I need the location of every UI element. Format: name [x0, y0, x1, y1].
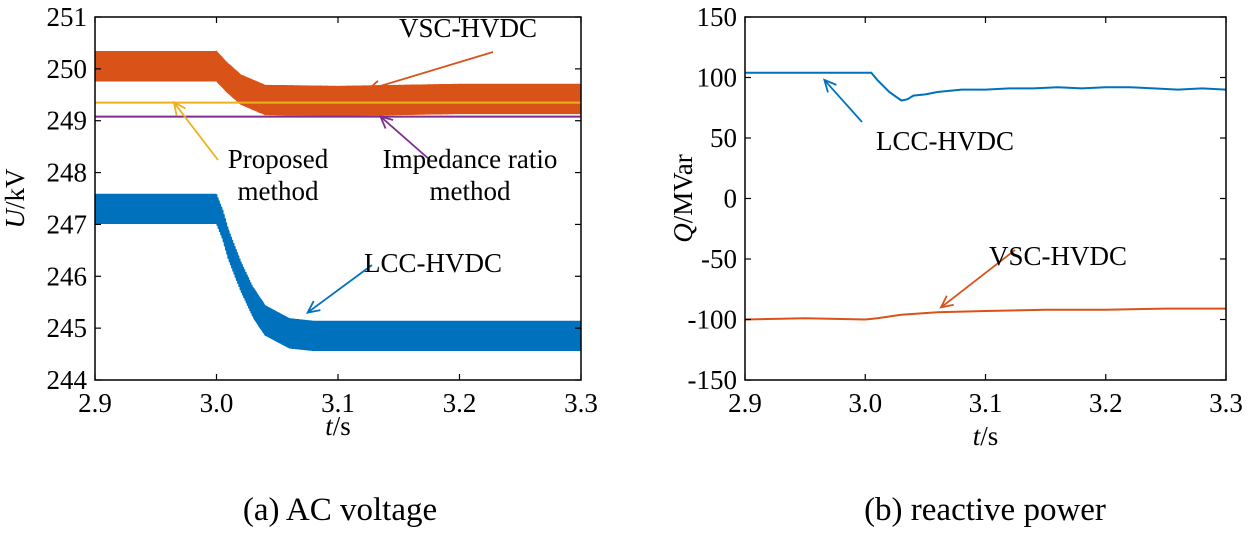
- series-line-vsc-hvdc: [745, 307, 1226, 321]
- y-tick-label: 249: [47, 106, 88, 136]
- y-tick-label: 250: [47, 54, 88, 84]
- y-tick-label: 246: [47, 261, 88, 291]
- panel-ac-voltage: 2.9 3.0 3.1 3.2 3.3 244 245 246 247 248 249 250 251 t…: [0, 2, 598, 528]
- annotation-label: VSC-HVDC: [399, 13, 537, 43]
- y-axis-label: U/kV: [0, 168, 30, 229]
- annotation-label: method: [238, 176, 319, 206]
- panel-reactive-power: 2.9 3.0 3.1 3.2 3.3 -150 -100 -50 0 50 100 150 t/s Q/…: [668, 2, 1243, 528]
- annotation-label: LCC-HVDC: [364, 248, 502, 278]
- x-tick-label: 2.9: [78, 388, 112, 418]
- annotation-arrow: [173, 102, 219, 161]
- plot-area: [745, 71, 1226, 321]
- annotation-label: method: [430, 176, 511, 206]
- x-tick-label: 3.3: [564, 388, 598, 418]
- series-line-vsc-hvdc: [95, 49, 581, 117]
- annotation-label: Proposed: [228, 144, 329, 174]
- annotation-arrowhead: [172, 100, 186, 116]
- y-tick-label: -150: [688, 365, 738, 395]
- x-tick-label: 3.3: [1209, 388, 1243, 418]
- x-tick-label: 3.0: [848, 388, 882, 418]
- y-tick-label: -100: [688, 305, 738, 335]
- y-tick-label: 247: [47, 209, 88, 239]
- annotation-label: VSC-HVDC: [989, 241, 1127, 271]
- x-tick-label: 3.2: [1089, 388, 1123, 418]
- annotation-arrow: [379, 115, 431, 161]
- annotation-arrow: [940, 249, 1016, 309]
- x-tick-label: 3.2: [443, 388, 477, 418]
- annotation-arrowhead: [939, 295, 954, 309]
- annotation-arrow: [307, 264, 373, 314]
- x-tick-label: 3.1: [321, 388, 355, 418]
- y-tick-label: -50: [701, 244, 737, 274]
- annotation-arrow: [368, 51, 494, 91]
- y-axis-label: Q/MVar: [668, 154, 698, 243]
- axes-box: [744, 16, 1227, 381]
- annotation-arrowhead: [305, 300, 321, 314]
- y-tick-label: 50: [710, 123, 737, 153]
- x-tick-label: 3.1: [969, 388, 1003, 418]
- annotation-arrowhead: [366, 80, 382, 93]
- annotation-arrowhead: [378, 115, 394, 129]
- y-tick-label: 245: [47, 313, 88, 343]
- y-tick-label: 244: [47, 365, 88, 395]
- x-axis-label: t/s: [973, 421, 999, 451]
- y-tick-label: 100: [697, 63, 738, 93]
- x-axis-label: t/s: [325, 411, 351, 441]
- y-tick-label: 0: [724, 184, 738, 214]
- annotation-label: LCC-HVDC: [876, 126, 1014, 156]
- y-tick-label: 150: [697, 2, 738, 32]
- y-tick-label: 251: [47, 2, 88, 32]
- y-tick-label: 248: [47, 158, 88, 188]
- panel-caption: (b) reactive power: [864, 492, 1106, 528]
- annotation-label: Impedance ratio: [383, 144, 558, 174]
- series-line-lcc-hvdc: [745, 71, 1226, 102]
- series-line-lcc-hvdc: [95, 193, 581, 352]
- x-tick-label: 3.0: [200, 388, 234, 418]
- x-tick-label: 2.9: [728, 388, 762, 418]
- panel-caption: (a) AC voltage: [243, 492, 437, 528]
- annotation-arrowhead: [822, 78, 837, 93]
- annotation-arrow: [823, 79, 863, 123]
